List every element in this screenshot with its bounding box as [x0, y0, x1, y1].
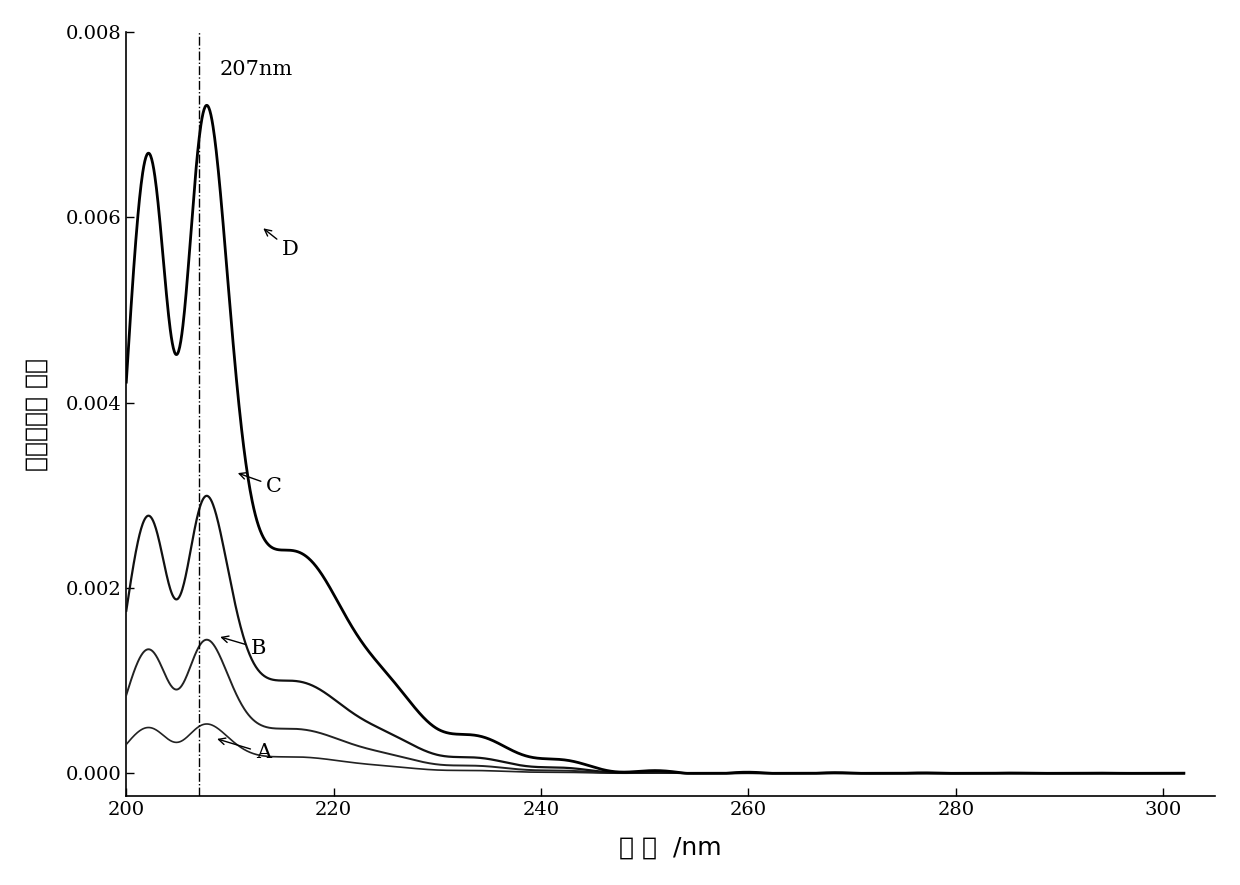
Text: D: D — [264, 229, 299, 259]
Text: C: C — [239, 473, 283, 496]
Text: 207nm: 207nm — [219, 59, 293, 79]
Text: A: A — [218, 738, 272, 762]
Text: B: B — [222, 636, 267, 658]
Y-axis label: 吸光度二阶 导数: 吸光度二阶 导数 — [25, 358, 50, 471]
X-axis label: 波 长  /nm: 波 长 /nm — [619, 836, 722, 860]
